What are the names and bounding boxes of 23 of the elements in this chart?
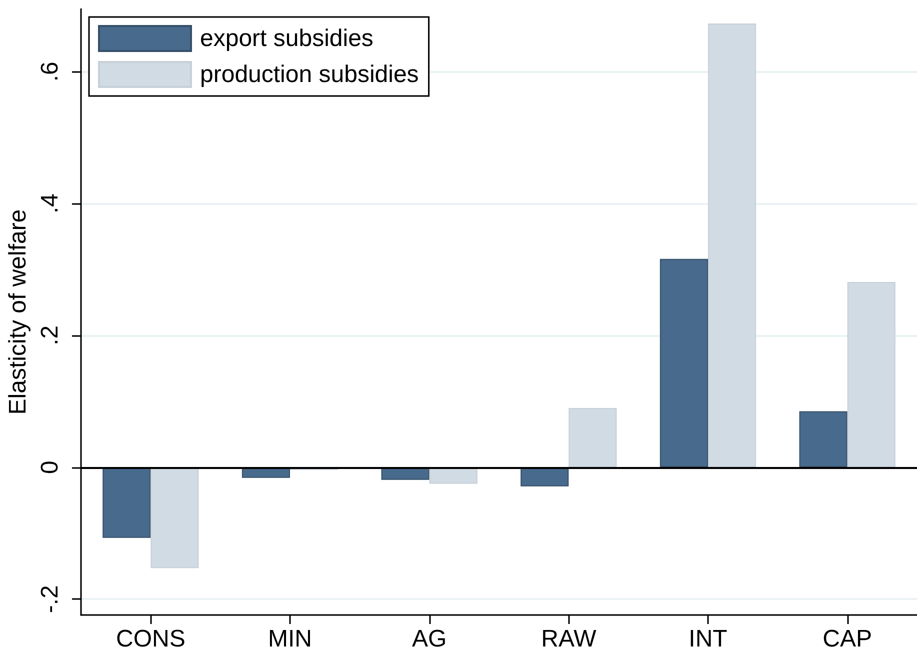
x-tick-label: RAW bbox=[541, 626, 597, 652]
bar bbox=[520, 467, 569, 486]
bar bbox=[568, 408, 617, 468]
x-tick-label: MIN bbox=[268, 626, 312, 652]
bar bbox=[102, 467, 151, 538]
y-tick-label: .4 bbox=[36, 194, 64, 214]
bar bbox=[708, 24, 756, 468]
x-tick-label: AG bbox=[412, 626, 447, 652]
legend-label: export subsidies bbox=[200, 25, 374, 52]
x-tick-label: INT bbox=[688, 626, 728, 652]
bar bbox=[847, 282, 896, 468]
bar bbox=[660, 258, 708, 468]
legend-label: production subsidies bbox=[200, 61, 419, 88]
y-tick-label: .2 bbox=[36, 325, 64, 346]
y-tick-label: 0 bbox=[36, 460, 64, 474]
bar bbox=[799, 411, 848, 468]
y-tick-label: -.2 bbox=[36, 585, 64, 614]
y-tick-label: .6 bbox=[36, 62, 64, 82]
x-tick-label: CONS bbox=[116, 626, 186, 652]
bar bbox=[150, 467, 199, 568]
x-tick-label: CAP bbox=[822, 626, 872, 652]
y-axis-title: Elasticity of welfare bbox=[4, 209, 32, 415]
bar bbox=[429, 467, 478, 484]
